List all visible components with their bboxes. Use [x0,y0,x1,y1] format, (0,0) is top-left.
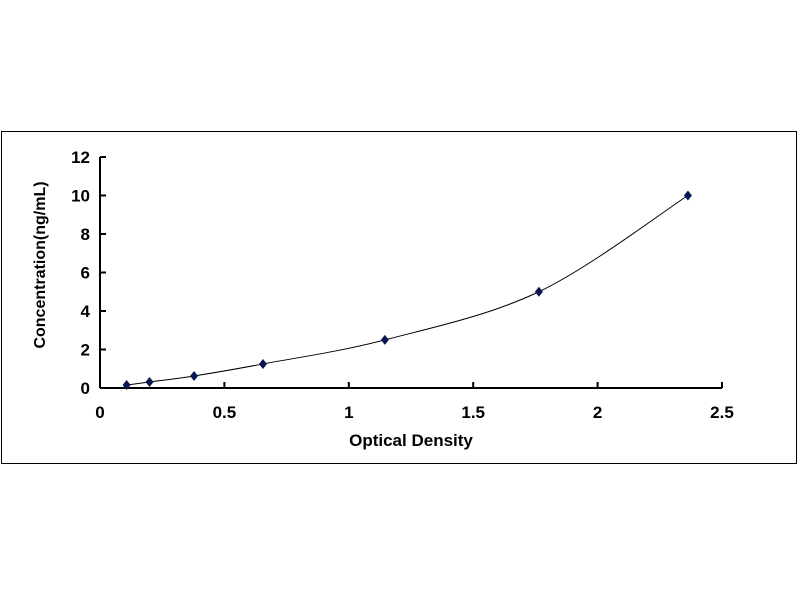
y-tick-label: 8 [81,225,90,244]
data-point [683,190,692,201]
x-tick-label: 1 [344,403,353,422]
data-point [145,376,154,387]
data-point [122,379,131,390]
y-axis-label: Concentration(ng/mL) [32,181,49,348]
y-tick-label: 6 [81,264,90,283]
data-point [534,286,543,297]
x-tick-label: 2 [593,403,602,422]
x-tick-label: 1.5 [461,403,485,422]
y-tick-label: 2 [81,341,90,360]
data-point [380,334,389,345]
trend-curve [126,195,689,386]
x-axis-label: Optical Density [349,431,473,450]
data-point [190,370,199,381]
chart-frame [1,131,797,464]
x-tick-label: 0.5 [213,403,237,422]
x-tick-label: 2.5 [710,403,734,422]
data-point [258,358,267,369]
y-tick-label: 12 [71,148,90,167]
y-tick-label: 4 [81,302,91,321]
x-tick-label: 0 [95,403,104,422]
y-tick-label: 10 [71,187,90,206]
y-tick-label: 0 [81,379,90,398]
